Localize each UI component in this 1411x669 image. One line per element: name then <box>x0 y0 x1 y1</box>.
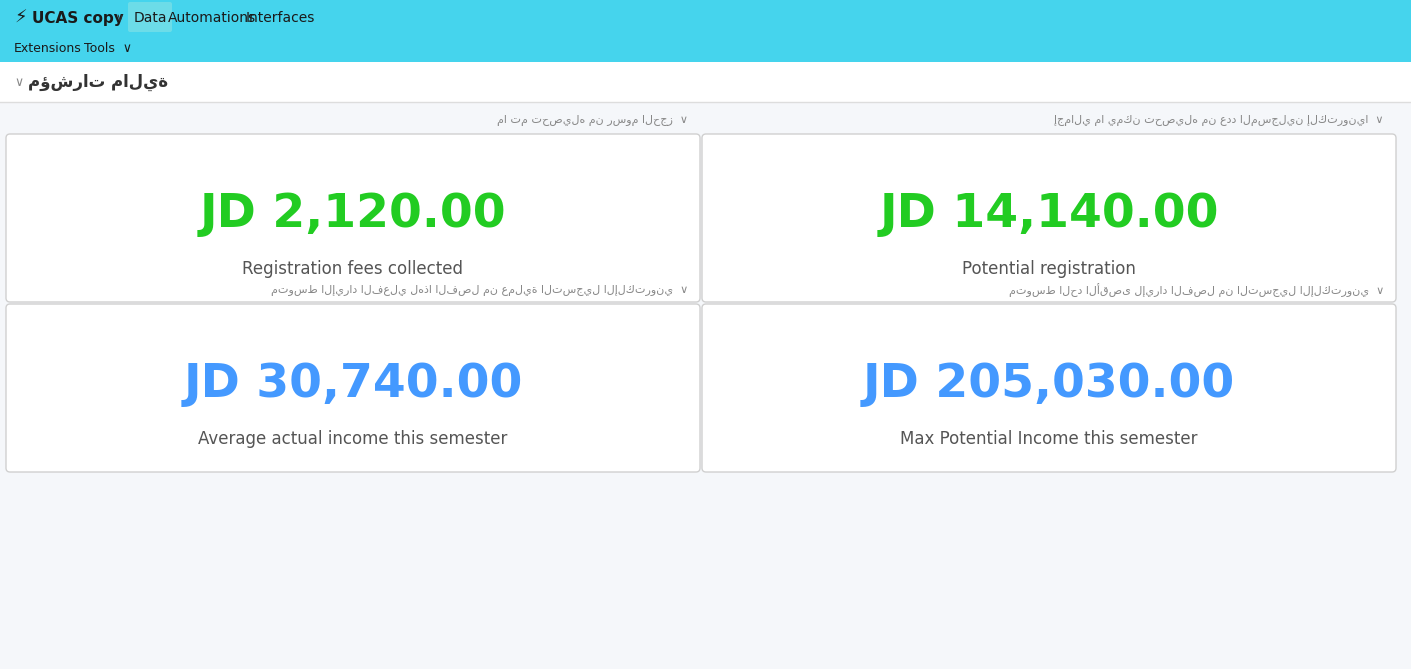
Text: JD 2,120.00: JD 2,120.00 <box>200 192 507 237</box>
Bar <box>0 62 1411 102</box>
Text: JD 30,740.00: JD 30,740.00 <box>183 363 522 407</box>
Text: Data: Data <box>133 11 166 25</box>
Text: Tools  ∨: Tools ∨ <box>85 43 133 56</box>
FancyBboxPatch shape <box>128 2 172 32</box>
Text: ما تم تحصيله من رسوم الحجز  ∨: ما تم تحصيله من رسوم الحجز ∨ <box>497 114 689 126</box>
Bar <box>0 0 1411 36</box>
Text: إجمالي ما يمكن تحصيله من عدد المسجلين إلكترونيا  ∨: إجمالي ما يمكن تحصيله من عدد المسجلين إل… <box>1054 114 1384 126</box>
Text: Max Potential Income this semester: Max Potential Income this semester <box>900 430 1198 448</box>
Bar <box>0 36 1411 62</box>
Text: ∨: ∨ <box>14 76 23 88</box>
FancyBboxPatch shape <box>703 134 1395 302</box>
Text: Interfaces: Interfaces <box>246 11 315 25</box>
FancyBboxPatch shape <box>6 134 700 302</box>
Text: UCAS copy: UCAS copy <box>32 11 124 25</box>
Text: ∨: ∨ <box>116 13 124 23</box>
Text: JD 14,140.00: JD 14,140.00 <box>879 192 1219 237</box>
Text: Potential registration: Potential registration <box>962 260 1136 278</box>
Text: Extensions: Extensions <box>14 43 82 56</box>
Text: متوسط الحد الأقصى لإيراد الفصل من التسجيل الإلكتروني  ∨: متوسط الحد الأقصى لإيراد الفصل من التسجي… <box>1009 283 1384 297</box>
Text: JD 205,030.00: JD 205,030.00 <box>864 363 1235 407</box>
Text: متوسط الإيراد الفعلي لهذا الفصل من عملية التسجيل الإلكتروني  ∨: متوسط الإيراد الفعلي لهذا الفصل من عملية… <box>271 284 689 296</box>
Text: Automations: Automations <box>168 11 255 25</box>
Text: ⚡: ⚡ <box>14 9 27 27</box>
Text: Registration fees collected: Registration fees collected <box>243 260 463 278</box>
FancyBboxPatch shape <box>6 304 700 472</box>
Text: مؤشرات مالية: مؤشرات مالية <box>28 73 168 91</box>
Text: Average actual income this semester: Average actual income this semester <box>199 430 508 448</box>
FancyBboxPatch shape <box>703 304 1395 472</box>
